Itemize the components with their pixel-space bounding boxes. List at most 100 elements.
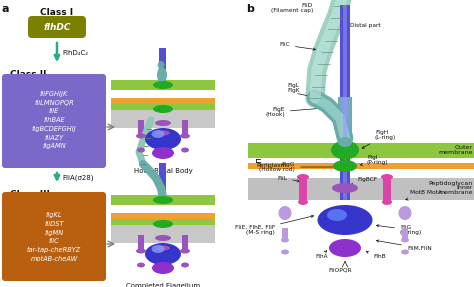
Ellipse shape bbox=[155, 120, 171, 126]
Text: FlgH
(L-ring): FlgH (L-ring) bbox=[362, 130, 396, 148]
Ellipse shape bbox=[281, 249, 289, 255]
FancyBboxPatch shape bbox=[2, 74, 106, 168]
Text: FliE, FlhE, FliF
(M-S ring): FliE, FlhE, FliF (M-S ring) bbox=[235, 215, 313, 235]
Text: Periplasm: Periplasm bbox=[256, 164, 287, 168]
Text: FliM,FliN: FliM,FliN bbox=[376, 240, 432, 251]
Text: FlgE
(Hook): FlgE (Hook) bbox=[265, 106, 321, 117]
Ellipse shape bbox=[338, 137, 352, 147]
Bar bbox=[248, 178, 474, 200]
Ellipse shape bbox=[331, 141, 359, 160]
Text: Distal part: Distal part bbox=[350, 22, 381, 28]
Bar bbox=[299, 176, 307, 202]
Text: b: b bbox=[246, 4, 254, 14]
Text: Class I: Class I bbox=[40, 8, 73, 17]
Bar bbox=[111, 98, 215, 104]
Ellipse shape bbox=[156, 131, 170, 135]
Bar bbox=[182, 235, 188, 251]
Ellipse shape bbox=[399, 206, 411, 220]
Bar bbox=[182, 120, 188, 136]
Bar bbox=[111, 225, 215, 243]
Ellipse shape bbox=[181, 263, 189, 267]
Text: FlgBCF: FlgBCF bbox=[351, 177, 377, 185]
Text: Class III: Class III bbox=[10, 190, 50, 199]
Ellipse shape bbox=[180, 133, 190, 139]
Bar bbox=[111, 104, 215, 114]
Ellipse shape bbox=[180, 249, 190, 253]
Text: flhDC: flhDC bbox=[43, 22, 71, 32]
Bar bbox=[282, 228, 288, 240]
Bar bbox=[111, 80, 215, 90]
Text: flgKL
fliDST
flgMN
fliC
tar-tap-cheRBYZ
motAB-cheAW: flgKL fliDST flgMN fliC tar-tap-cheRBYZ … bbox=[27, 212, 81, 262]
Bar bbox=[138, 120, 144, 136]
FancyBboxPatch shape bbox=[28, 16, 86, 38]
Bar bbox=[343, 5, 347, 200]
Ellipse shape bbox=[327, 209, 347, 221]
Ellipse shape bbox=[136, 249, 146, 253]
Text: FliA(σ28): FliA(σ28) bbox=[62, 175, 93, 181]
Text: FliG
(C-ring): FliG (C-ring) bbox=[376, 225, 422, 235]
Text: FliOPQR: FliOPQR bbox=[328, 267, 352, 272]
Bar bbox=[248, 163, 474, 169]
Text: FliC: FliC bbox=[279, 42, 316, 50]
Text: Inner
membrane: Inner membrane bbox=[438, 185, 473, 195]
Text: FlgL
FlgK: FlgL FlgK bbox=[287, 83, 300, 93]
Bar bbox=[248, 143, 474, 158]
Bar bbox=[159, 48, 166, 86]
Bar bbox=[159, 163, 166, 201]
Ellipse shape bbox=[382, 199, 392, 205]
Ellipse shape bbox=[332, 183, 358, 193]
Bar bbox=[340, 97, 350, 140]
Text: FlhB: FlhB bbox=[366, 251, 386, 259]
Text: FlgI
(P-ring): FlgI (P-ring) bbox=[360, 155, 389, 166]
Ellipse shape bbox=[297, 174, 309, 180]
Text: Completed Flagellum: Completed Flagellum bbox=[126, 283, 200, 287]
Ellipse shape bbox=[157, 67, 167, 83]
Ellipse shape bbox=[298, 199, 308, 205]
Bar bbox=[111, 110, 215, 128]
Ellipse shape bbox=[137, 263, 145, 267]
Ellipse shape bbox=[145, 243, 181, 265]
Ellipse shape bbox=[329, 239, 361, 257]
Text: FliL: FliL bbox=[277, 175, 300, 182]
Ellipse shape bbox=[318, 205, 373, 235]
Text: a: a bbox=[2, 4, 9, 14]
Ellipse shape bbox=[155, 235, 171, 241]
Ellipse shape bbox=[152, 130, 164, 138]
Ellipse shape bbox=[153, 196, 173, 204]
Bar bbox=[138, 235, 144, 251]
Text: MotB MotA: MotB MotA bbox=[406, 191, 442, 200]
Ellipse shape bbox=[181, 148, 189, 152]
Ellipse shape bbox=[152, 245, 164, 253]
Bar bbox=[111, 213, 215, 219]
Ellipse shape bbox=[281, 238, 289, 243]
Text: Class II: Class II bbox=[10, 70, 46, 79]
Ellipse shape bbox=[157, 61, 164, 69]
Ellipse shape bbox=[153, 220, 173, 228]
Ellipse shape bbox=[401, 238, 409, 243]
Ellipse shape bbox=[156, 245, 170, 251]
Ellipse shape bbox=[381, 174, 393, 180]
Bar bbox=[383, 176, 391, 202]
Text: Outer
membrane: Outer membrane bbox=[438, 145, 473, 155]
Ellipse shape bbox=[153, 81, 173, 89]
Text: FlhA: FlhA bbox=[315, 251, 328, 259]
Ellipse shape bbox=[136, 133, 146, 139]
Bar bbox=[111, 219, 215, 229]
Ellipse shape bbox=[152, 147, 174, 159]
Bar bbox=[338, 97, 352, 140]
Ellipse shape bbox=[152, 262, 174, 274]
FancyBboxPatch shape bbox=[2, 192, 106, 281]
Ellipse shape bbox=[279, 206, 292, 220]
Bar bbox=[111, 195, 215, 205]
Text: FliD
(Filament cap): FliD (Filament cap) bbox=[271, 0, 340, 13]
Text: fliFGHIJK
fliLMNOPQR
fliE
flhBAE
flgBCDEFGHIJ
fliAZY
flgAMN: fliFGHIJK fliLMNOPQR fliE flhBAE flgBCDE… bbox=[32, 91, 76, 149]
Text: FlhD₄C₂: FlhD₄C₂ bbox=[62, 50, 88, 56]
Text: Hook-Basal Body: Hook-Basal Body bbox=[134, 168, 192, 174]
Ellipse shape bbox=[333, 160, 357, 172]
Ellipse shape bbox=[145, 128, 181, 150]
Text: Peptidoglycan: Peptidoglycan bbox=[429, 181, 473, 185]
Bar bbox=[340, 5, 350, 200]
Ellipse shape bbox=[137, 148, 145, 152]
Ellipse shape bbox=[401, 249, 409, 255]
Text: FlgG
(Hollow rod): FlgG (Hollow rod) bbox=[259, 162, 337, 172]
